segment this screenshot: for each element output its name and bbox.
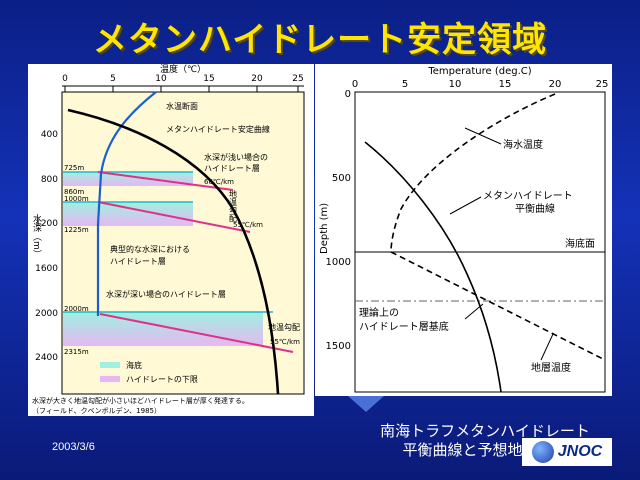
stability-curve <box>67 108 280 395</box>
caption-line-1: 南海トラフメタンハイドレート <box>380 422 590 440</box>
label-geograd-horizontal: 地温勾配 <box>268 322 300 332</box>
arrow-formation <box>540 333 554 361</box>
label-formation-temp: 地層温度 <box>531 361 571 374</box>
left-y-tick: 2400 <box>35 353 58 363</box>
left-x-axis: 0 5 10 15 20 25 温度（℃） <box>62 63 304 92</box>
right-x-tick: 10 <box>449 79 462 90</box>
left-y-tick: 800 <box>41 175 58 185</box>
water-temperature-curve <box>96 91 157 316</box>
arrow-seawater <box>464 127 502 145</box>
right-y-axis: 0 500 1000 1500 Depth (m) <box>319 89 351 352</box>
gradient-line-55a <box>97 201 251 233</box>
label-equilibrium-2: 平衡曲線 <box>515 202 555 215</box>
label-typical-2: ハイドレート層 <box>110 257 166 266</box>
left-x-tick: 20 <box>251 74 263 84</box>
right-figure: Temperature (deg.C) 0 5 10 15 20 25 0 50… <box>319 66 609 393</box>
figure-source: （フィールド、クベンボルデン、1985） <box>32 406 161 415</box>
right-x-tick: 0 <box>352 79 358 90</box>
slide-title: メタンハイドレート安定領域 <box>92 20 548 60</box>
label-grad-55a: 55℃/km <box>233 221 263 229</box>
arrow-equilibrium <box>449 196 482 215</box>
logo-text: JNOC <box>557 443 603 460</box>
figure-note: 水深が大きく地温勾配が小さいほどハイドレート層が厚く発達する。 <box>32 396 249 405</box>
left-y-axis: 400 800 1200 1600 2000 2400 水深（m） <box>31 130 58 363</box>
depth-label: 725m <box>64 164 84 172</box>
left-x-tick: 15 <box>203 74 214 84</box>
depth-label: 2000m <box>64 305 89 313</box>
left-x-tick: 0 <box>62 74 68 84</box>
left-figure-panel: 0 5 10 15 20 25 温度（℃） 400 800 1200 1600 … <box>28 63 314 416</box>
legend-seafloor: 海底 <box>126 360 142 370</box>
label-equilibrium-1: メタンハイドレート <box>483 190 573 202</box>
legend-base: ハイドレートの下限 <box>126 375 198 384</box>
arrow-theory <box>464 303 484 320</box>
left-y-tick: 2000 <box>35 309 58 319</box>
label-stability: メタンハイドレート安定曲線 <box>166 124 270 134</box>
legend-swatch-base <box>100 376 120 382</box>
pointer-triangle <box>348 396 384 412</box>
label-geograd-vertical: 地温勾配 <box>229 189 238 223</box>
label-seawater-temp: 海水温度 <box>503 138 543 151</box>
right-x-tick: 25 <box>596 79 609 90</box>
right-x-title: Temperature (deg.C) <box>427 66 531 77</box>
equilibrium-curve <box>364 141 502 393</box>
legend-swatch-seafloor <box>100 362 120 368</box>
left-x-tick: 10 <box>155 74 167 84</box>
left-x-title: 温度（℃） <box>160 64 206 75</box>
depth-label: 1225m <box>64 226 89 234</box>
globe-icon <box>531 441 554 463</box>
left-x-tick: 25 <box>292 74 303 84</box>
gradient-line-55b <box>99 313 294 353</box>
label-grad-66: 66℃/km <box>204 178 234 186</box>
shallow-hydrate-band <box>63 172 193 186</box>
right-y-tick: 1500 <box>326 341 351 352</box>
right-x-tick: 20 <box>549 79 562 90</box>
slide-date: 2003/3/6 <box>52 441 95 453</box>
right-y-title: Depth (m) <box>319 203 330 254</box>
label-shallow-2: ハイドレート層 <box>204 164 260 173</box>
label-theory-2: ハイドレート層基底 <box>359 320 449 333</box>
label-theory-1: 理論上の <box>359 306 399 319</box>
right-x-tick: 5 <box>402 79 408 90</box>
right-x-tick: 15 <box>499 79 512 90</box>
typical-hydrate-band <box>63 202 193 226</box>
label-seafloor: 海底面 <box>565 237 595 250</box>
right-plot-area <box>354 91 606 393</box>
left-y-tick: 1200 <box>35 219 58 229</box>
depth-label: 1000m <box>64 195 89 203</box>
right-y-tick: 500 <box>332 173 351 184</box>
left-y-tick: 1600 <box>35 264 58 274</box>
seawater-temperature-curve <box>390 93 556 253</box>
depth-label: 2315m <box>64 348 89 356</box>
right-x-axis: Temperature (deg.C) 0 5 10 15 20 25 <box>352 66 609 90</box>
label-sea-temp: 水温断面 <box>166 101 198 111</box>
label-deep: 水深が深い場合のハイドレート層 <box>106 289 226 299</box>
label-shallow-1: 水深が浅い場合の <box>204 152 268 162</box>
gradient-line-66 <box>97 171 234 191</box>
left-x-tick: 5 <box>110 74 116 84</box>
left-figure: 0 5 10 15 20 25 温度（℃） 400 800 1200 1600 … <box>31 63 305 415</box>
label-grad-55b: 55℃/km <box>270 338 300 346</box>
jnoc-logo: JNOC <box>522 438 612 466</box>
depth-label: 860m <box>64 188 84 196</box>
left-y-title: 水深（m） <box>31 213 42 259</box>
left-y-tick: 400 <box>41 130 58 140</box>
right-figure-panel: Temperature (deg.C) 0 5 10 15 20 25 0 50… <box>315 64 612 396</box>
right-y-tick: 0 <box>345 89 351 100</box>
label-typical-1: 典型的な水深における <box>110 244 190 254</box>
right-y-tick: 1000 <box>326 257 351 268</box>
